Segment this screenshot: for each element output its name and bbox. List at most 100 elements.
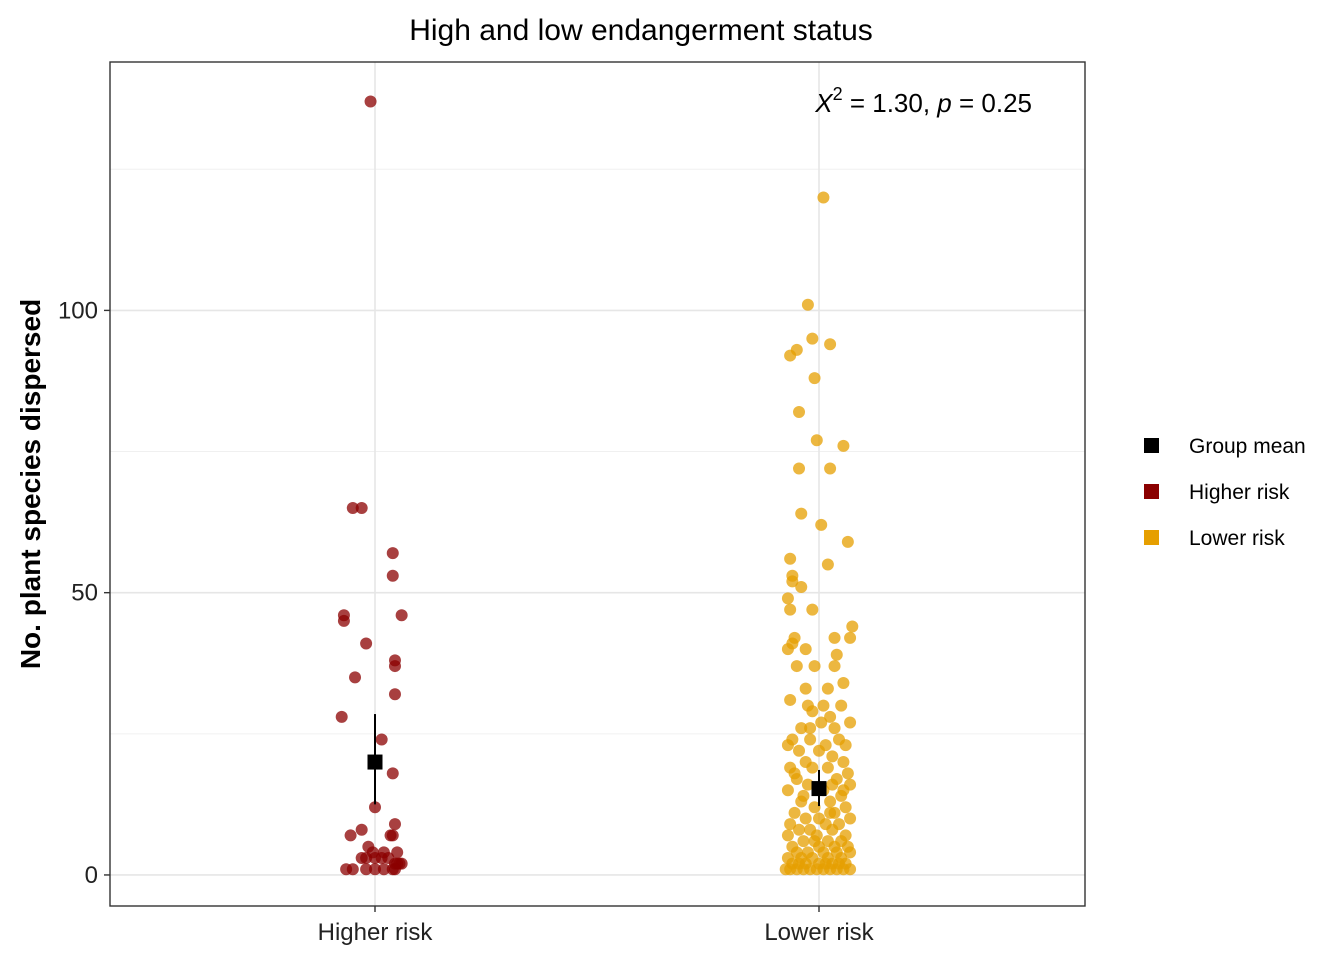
mean-marker	[367, 754, 383, 770]
data-point	[355, 501, 368, 514]
data-point	[815, 716, 828, 729]
data-point	[824, 710, 837, 723]
data-point	[808, 801, 821, 814]
data-point	[388, 863, 401, 876]
data-point	[839, 739, 852, 752]
plot-panel	[109, 61, 1086, 907]
data-point	[788, 767, 801, 780]
data-point	[839, 801, 852, 814]
data-point	[824, 462, 837, 475]
data-point	[784, 603, 797, 616]
data-point	[784, 552, 797, 565]
data-point	[841, 767, 854, 780]
data-point	[837, 784, 850, 797]
data-point	[386, 829, 399, 842]
legend-label: Higher risk	[1189, 481, 1290, 504]
panel-border	[109, 61, 1086, 907]
data-point	[828, 660, 841, 673]
data-point	[844, 716, 857, 729]
data-point	[793, 857, 806, 870]
data-point	[835, 699, 848, 712]
data-point	[808, 372, 821, 385]
data-point	[360, 852, 373, 865]
data-point	[844, 631, 857, 644]
data-point	[786, 575, 799, 588]
data-point	[391, 846, 404, 859]
data-point	[797, 835, 810, 848]
data-point	[781, 784, 794, 797]
legend-key	[1144, 484, 1159, 499]
x-tick-label: Higher risk	[318, 919, 434, 946]
data-point	[799, 643, 812, 656]
data-point	[349, 671, 362, 684]
data-point	[386, 767, 399, 780]
data-point	[388, 660, 401, 673]
data-point	[337, 614, 350, 627]
data-point	[355, 823, 368, 836]
data-point	[817, 191, 830, 204]
data-point	[335, 710, 348, 723]
data-point	[793, 462, 806, 475]
data-point	[821, 682, 834, 695]
data-point	[824, 795, 837, 808]
x-tick-label: Lower risk	[764, 919, 874, 946]
data-point	[795, 507, 808, 520]
data-point	[813, 744, 825, 757]
data-point	[386, 569, 399, 582]
legend-label: Lower risk	[1189, 527, 1285, 550]
stat-value: = 1.30,	[843, 88, 938, 118]
data-point	[826, 750, 839, 763]
stat-superscript: 2	[833, 84, 843, 104]
data-point	[388, 818, 401, 831]
data-point	[821, 761, 834, 774]
data-point	[375, 733, 388, 746]
data-point	[346, 501, 359, 514]
data-point	[844, 846, 857, 859]
data-point	[821, 558, 834, 571]
data-point	[817, 699, 830, 712]
data-point	[837, 677, 850, 690]
data-point	[784, 349, 797, 362]
data-point	[828, 722, 841, 735]
data-point	[781, 829, 794, 842]
legend-key	[1144, 530, 1159, 545]
data-point	[784, 818, 797, 831]
data-point	[828, 631, 841, 644]
x-axis: Higher risk Lower risk	[318, 906, 875, 946]
data-point	[369, 801, 381, 814]
data-point	[815, 518, 828, 531]
data-point	[826, 778, 839, 791]
data-point	[377, 863, 390, 876]
data-point	[793, 744, 806, 757]
p-symbol: p	[936, 88, 951, 118]
data-point	[804, 722, 817, 735]
panel-background	[110, 62, 1085, 906]
data-point	[808, 835, 821, 848]
data-point	[795, 722, 808, 735]
data-point	[819, 857, 832, 870]
data-point	[837, 756, 850, 769]
data-point	[781, 739, 794, 752]
data-point	[830, 648, 843, 661]
y-tick-label: 0	[85, 862, 98, 889]
data-point	[806, 761, 819, 774]
data-point	[793, 823, 806, 836]
y-tick-label: 100	[58, 297, 98, 324]
data-point	[799, 682, 812, 695]
legend-key	[1144, 438, 1159, 453]
data-point	[844, 812, 857, 825]
legend: Group mean Higher risk Lower risk	[1144, 435, 1306, 550]
data-point	[781, 643, 794, 656]
data-point	[386, 547, 399, 560]
data-point	[781, 592, 794, 605]
data-point	[360, 863, 373, 876]
gridlines	[110, 62, 1085, 906]
mean-marker	[811, 781, 827, 797]
group-means	[367, 714, 827, 807]
data-point	[801, 778, 814, 791]
data-point	[369, 863, 381, 876]
data-point	[799, 812, 812, 825]
data-point	[395, 609, 408, 622]
chart-title: High and low endangerment status	[409, 14, 873, 47]
